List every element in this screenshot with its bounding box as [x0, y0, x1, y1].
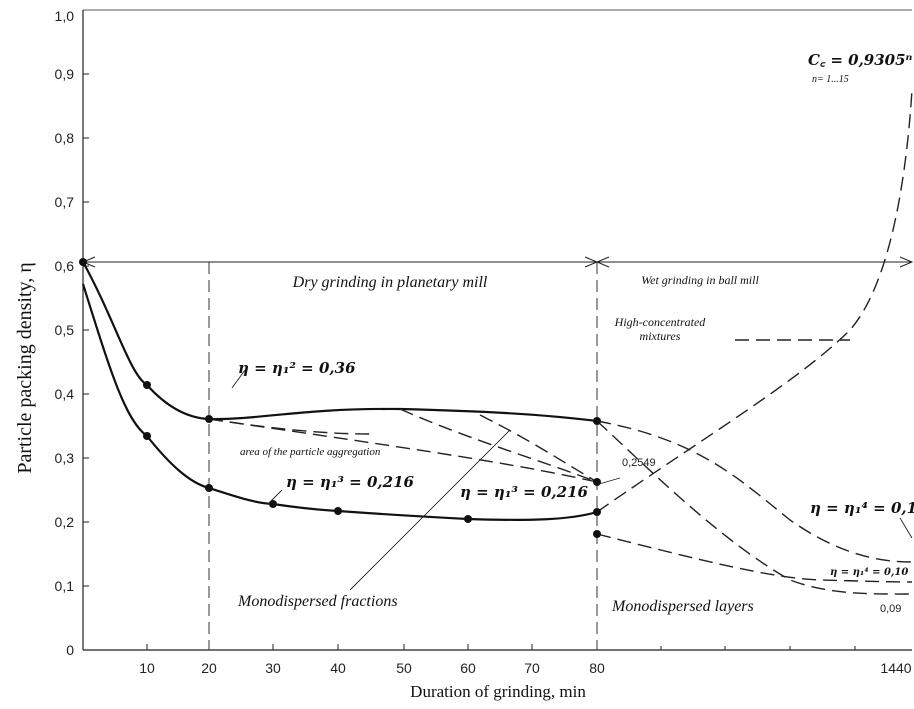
leader-2549: [598, 477, 621, 485]
label-mixtures: mixtures: [640, 329, 681, 343]
x-tick-label: 50: [396, 660, 412, 676]
leader-lines: [231, 369, 913, 591]
y-tick-label: 0,3: [55, 450, 75, 466]
label-aggregation: area of the particle aggregation: [240, 446, 381, 458]
x-tick-label: 1440: [880, 660, 911, 676]
y-tick-label: 1,0: [55, 8, 75, 24]
label-eq-eta-0216-right: η = η₁³ = 0,216: [460, 483, 589, 501]
dashed-curves: [208, 89, 913, 595]
y-tick-label: 0,4: [55, 386, 75, 402]
data-point: [143, 432, 151, 440]
y-tick-label: 0,7: [55, 194, 75, 210]
y-axis-title: Particle packing density, η: [14, 262, 36, 473]
x-tick-label: 60: [460, 660, 476, 676]
y-tick-label: 0,8: [55, 130, 75, 146]
data-point: [464, 515, 472, 523]
series-upper-curve: [82, 261, 598, 423]
aggregation-line-2: [208, 418, 598, 483]
leader-mono-fractions: [349, 429, 511, 591]
aggregation-line-3: [399, 408, 598, 483]
label-eq-eta-036: η = η₁² = 0,36: [238, 359, 356, 377]
data-point: [143, 381, 151, 389]
data-point: [79, 258, 87, 266]
point-label-009: 0,09: [880, 603, 901, 615]
x-tick-label: 80: [589, 660, 605, 676]
label-monodispersed-layers: Monodispersed layers: [611, 598, 754, 615]
x-tick-label: 10: [139, 660, 155, 676]
series-009: [596, 420, 913, 595]
y-tick-label: 0,2: [55, 514, 75, 530]
x-tick-label: 20: [201, 660, 217, 676]
arrow-head-mid-right: [595, 256, 610, 268]
label-monodispersed-fractions: Monodispersed fractions: [237, 593, 398, 610]
label-cx-formula: C꜀ = 0,9305ⁿ: [808, 51, 913, 69]
data-point: [269, 500, 277, 508]
x-tick-label: 40: [330, 660, 346, 676]
series-eta4-013: [596, 420, 913, 563]
x-tick-label: 30: [265, 660, 281, 676]
y-tick-label: 0,1: [55, 578, 75, 594]
data-point: [593, 478, 601, 486]
label-eq-eta-013: η = η₁⁴ = 0,13: [810, 499, 914, 517]
label-wet-grinding: Wet grinding in ball mill: [641, 273, 759, 287]
label-eq-eta-0216-left: η = η₁³ = 0,216: [286, 473, 415, 491]
y-tick-label: 0,5: [55, 322, 75, 338]
label-dry-grinding: Dry grinding in planetary mill: [292, 274, 488, 291]
leader-013: [899, 517, 913, 539]
x-tick-label: 70: [524, 660, 540, 676]
x-axis-title: Duration of grinding, min: [410, 682, 586, 701]
arrow-head-right: [899, 256, 914, 268]
y-tick-label: 0,9: [55, 66, 75, 82]
y-tick-labels: 0 0,1 0,2 0,3 0,4 0,5 0,6 0,7 0,8 0,9 1,…: [55, 8, 75, 658]
region-dividers: [208, 262, 598, 650]
aggregation-line-4: [479, 414, 598, 483]
data-point: [593, 508, 601, 516]
label-high-concentrated: High-concentrated: [614, 315, 707, 329]
leader-eq2: [267, 489, 283, 505]
series-eta4-010: [596, 533, 913, 583]
y-tick-label: 0,6: [55, 258, 75, 274]
markers: [79, 258, 601, 538]
label-n-range: n= 1...15: [812, 74, 849, 85]
data-point: [205, 415, 213, 423]
point-label-2549: 0,2549: [622, 457, 656, 469]
y-tick-label: 0: [66, 642, 74, 658]
data-point: [593, 530, 601, 538]
x-tick-labels: 10 20 30 40 50 60 70 80 1440: [139, 660, 912, 676]
data-point: [334, 507, 342, 515]
series-high-concentration: [596, 89, 913, 513]
leader-eq1: [231, 369, 246, 389]
data-point: [205, 484, 213, 492]
label-eq-eta-010: η = η₁⁴ = 0,10: [830, 567, 908, 578]
data-point: [593, 417, 601, 425]
y-ticks: [83, 73, 89, 587]
